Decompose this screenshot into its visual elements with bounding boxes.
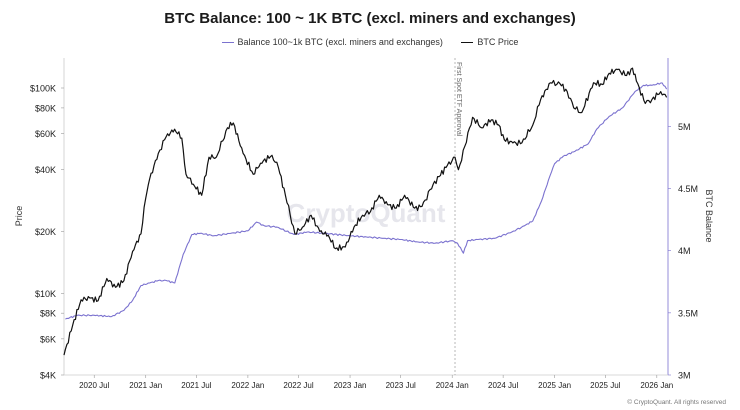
y-tick-label-right: 5M: [678, 122, 691, 132]
x-tick-label: 2023 Jan: [334, 381, 367, 390]
x-tick-label: 2022 Jan: [231, 381, 264, 390]
y-tick-label-left: $40K: [35, 165, 56, 175]
legend-swatch-balance: [221, 42, 234, 44]
x-tick-label: 2024 Jan: [436, 381, 469, 390]
legend-item-balance[interactable]: Balance 100~1k BTC (excl. miners and exc…: [221, 37, 443, 47]
y-tick-label-left: $6K: [40, 334, 56, 344]
x-tick-label: 2025 Jan: [538, 381, 571, 390]
y-axis-label-left: Price: [14, 206, 24, 227]
y-tick-label-left: $60K: [35, 129, 56, 139]
y-tick-label-right: 3M: [678, 371, 691, 381]
copyright-footer: © CryptoQuant. All rights reserved: [627, 399, 726, 406]
y-tick-label-right: 4M: [678, 246, 691, 256]
chart-title: BTC Balance: 100 ~ 1K BTC (excl. miners …: [164, 10, 576, 27]
x-tick-label: 2021 Jul: [181, 381, 211, 390]
x-tick-label: 2024 Jul: [488, 381, 518, 390]
y-tick-label-left: $8K: [40, 309, 56, 319]
series-line-price: [63, 67, 668, 356]
y-tick-label-left: $100K: [30, 84, 56, 94]
x-tick-label: 2025 Jul: [590, 381, 620, 390]
legend-swatch-price: [461, 42, 474, 44]
legend-item-price[interactable]: BTC Price: [461, 37, 518, 47]
y-axis-label-right: BTC Balance: [704, 189, 714, 242]
legend-label-balance: Balance 100~1k BTC (excl. miners and exc…: [237, 37, 443, 47]
series-line-balance: [65, 82, 668, 320]
y-tick-label-right: 4.5M: [678, 184, 698, 194]
x-tick-label: 2026 Jan: [640, 381, 673, 390]
x-tick-label: 2022 Jul: [283, 381, 313, 390]
y-tick-label-right: 3.5M: [678, 308, 698, 318]
y-tick-label-left: $20K: [35, 227, 56, 237]
annotation-label-etf: First Spot ETF Approval: [455, 62, 462, 137]
chart-legend: Balance 100~1k BTC (excl. miners and exc…: [0, 37, 740, 47]
x-tick-label: 2023 Jul: [386, 381, 416, 390]
y-tick-label-left: $80K: [35, 103, 56, 113]
x-tick-label: 2020 Jul: [79, 381, 109, 390]
y-tick-label-left: $10K: [35, 289, 56, 299]
legend-label-price: BTC Price: [477, 37, 519, 47]
x-tick-label: 2021 Jan: [129, 381, 162, 390]
y-tick-label-left: $4K: [40, 371, 56, 381]
